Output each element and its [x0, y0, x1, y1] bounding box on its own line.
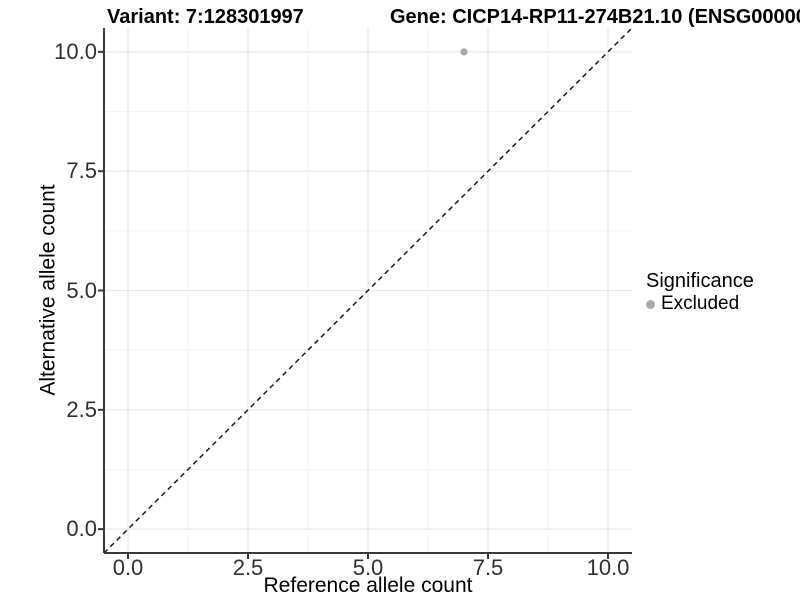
x-tick-label: 5.0 — [352, 555, 384, 580]
x-tick-label: 10.0 — [586, 555, 630, 580]
legend-items: Excluded — [646, 294, 754, 314]
x-tick-label: 0.0 — [112, 555, 144, 580]
identity-reference-line — [103, 27, 633, 554]
data-point — [460, 48, 468, 56]
y-axis-title: Alternative allele count — [36, 184, 60, 396]
x-axis-title: Reference allele count — [263, 574, 473, 597]
legend-title: Significance — [646, 270, 754, 292]
y-tick-label: 2.5 — [66, 396, 97, 422]
plot-title-variant: Variant: 7:128301997 — [107, 6, 304, 28]
y-tick-label: 7.5 — [66, 158, 97, 184]
legend-item: Excluded — [646, 294, 754, 314]
legend-circle-marker-icon — [646, 299, 655, 309]
y-tick-label: 10.0 — [54, 38, 97, 64]
x-tick-label: 2.5 — [232, 555, 264, 580]
legend: Significance Excluded — [646, 270, 754, 314]
y-tick-label: 5.0 — [66, 277, 97, 303]
x-tick-label: 7.5 — [472, 555, 504, 580]
plot-title-gene: Gene: CICP14-RP11-274B21.10 (ENSG00000 — [390, 6, 800, 28]
legend-item-label: Excluded — [661, 293, 740, 314]
y-tick-label: 0.0 — [66, 516, 97, 542]
